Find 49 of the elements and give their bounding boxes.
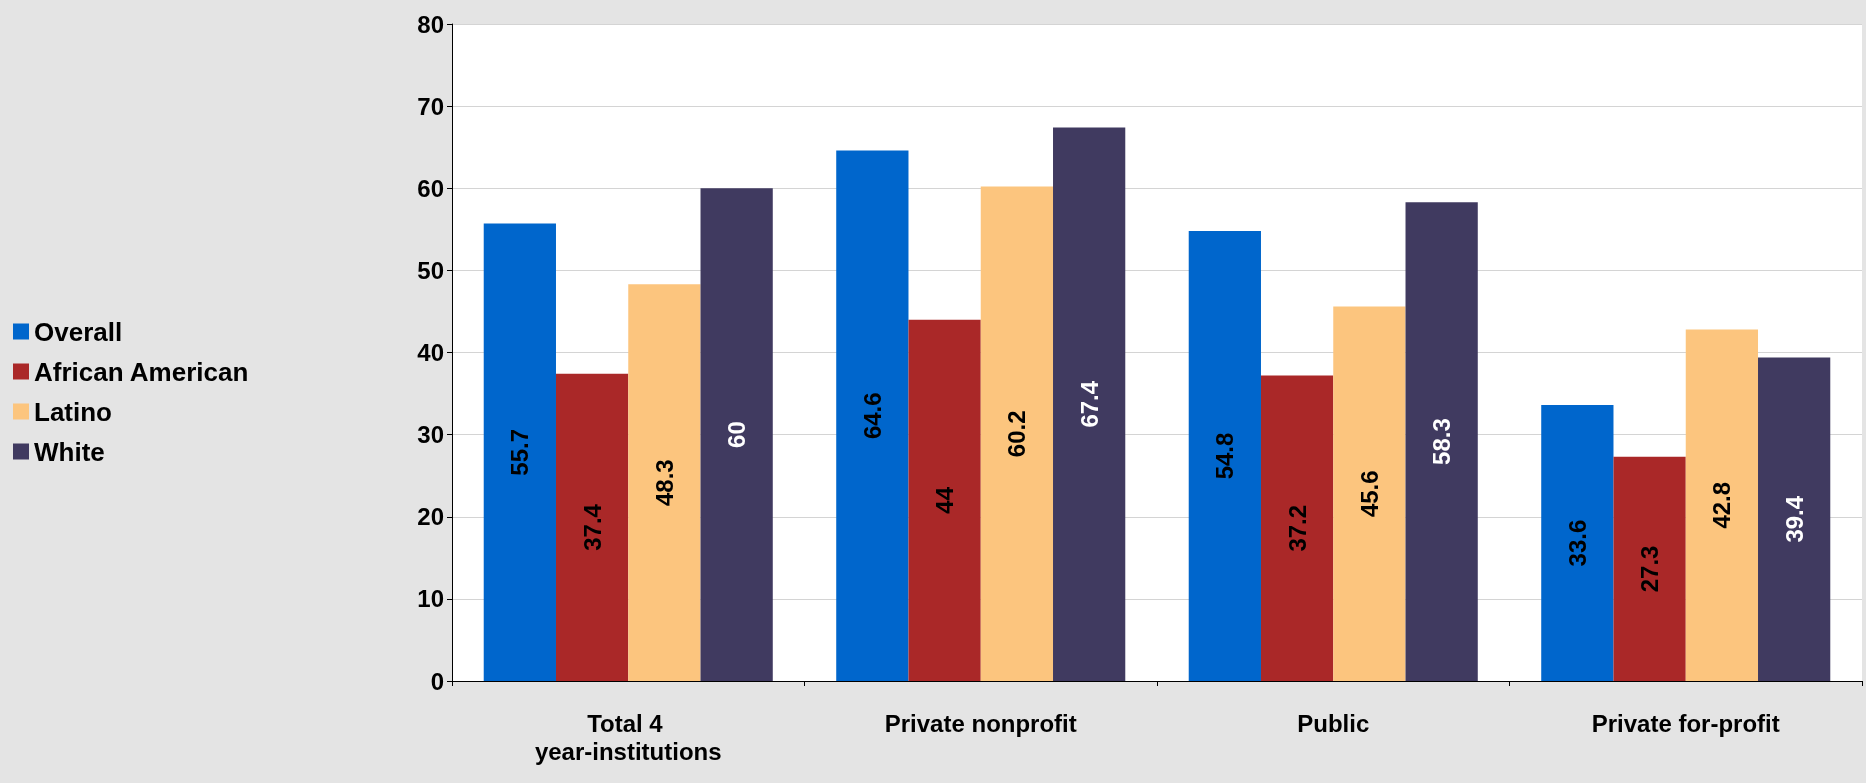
data-label: 45.6 xyxy=(1355,470,1383,518)
bar xyxy=(1188,230,1261,681)
data-label: 37.4 xyxy=(578,503,606,551)
legend-label: Latino xyxy=(34,396,112,427)
y-tick-label: 30 xyxy=(417,421,444,449)
data-label: 67.4 xyxy=(1075,380,1103,428)
data-label: 33.6 xyxy=(1563,519,1591,567)
bar xyxy=(1758,357,1831,681)
y-tick-label: 10 xyxy=(417,585,444,613)
bar xyxy=(836,150,909,681)
bar xyxy=(628,284,701,681)
y-tick-label: 80 xyxy=(417,10,444,38)
x-tick-label: Public xyxy=(1297,709,1370,737)
bar xyxy=(1685,329,1759,681)
legend-label: White xyxy=(34,436,105,467)
data-label: 37.2 xyxy=(1283,504,1311,552)
data-label: 64.6 xyxy=(858,392,886,440)
bar xyxy=(1405,202,1478,681)
bar xyxy=(1260,375,1334,681)
data-label: 42.8 xyxy=(1708,481,1736,529)
data-label: 60 xyxy=(723,421,751,448)
data-label: 58.3 xyxy=(1428,418,1456,465)
data-label: 54.8 xyxy=(1211,432,1239,480)
bar xyxy=(1613,456,1686,681)
y-tick-label: 60 xyxy=(417,174,444,202)
x-tick-label: Private for-profit xyxy=(1591,709,1780,737)
legend-label: Overall xyxy=(34,316,123,347)
bar xyxy=(980,186,1054,681)
data-label: 39.4 xyxy=(1780,495,1808,543)
bar xyxy=(555,373,629,681)
y-tick-label: 50 xyxy=(417,256,444,284)
data-label: 55.7 xyxy=(506,428,534,476)
bar xyxy=(1053,127,1126,681)
x-tick-label: Private nonprofit xyxy=(884,709,1077,737)
x-tick-label: Total 4 year-institutions xyxy=(534,709,722,765)
data-label: 48.3 xyxy=(650,459,678,507)
y-tick-label: 40 xyxy=(417,339,444,366)
legend-label: African American xyxy=(34,356,249,387)
bar xyxy=(700,188,773,681)
bar xyxy=(483,223,556,681)
data-label: 44 xyxy=(931,486,959,514)
bar xyxy=(1333,306,1406,681)
data-label: 60.2 xyxy=(1003,410,1031,458)
y-tick-label: 70 xyxy=(417,92,444,120)
y-tick-label: 0 xyxy=(430,667,444,695)
bar xyxy=(908,319,981,681)
y-tick-label: 20 xyxy=(417,503,444,531)
bar xyxy=(1541,405,1614,681)
data-label: 27.3 xyxy=(1636,545,1664,593)
